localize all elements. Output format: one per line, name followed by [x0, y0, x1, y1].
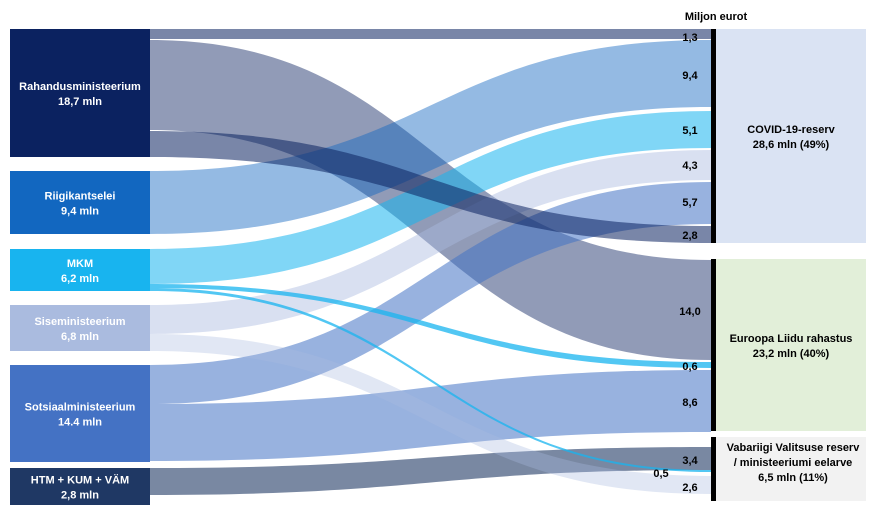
flow-mkm-to-vabariigi	[150, 288, 711, 472]
flow-value-label: 0,5	[653, 468, 668, 480]
source-name: Riigikantselei	[45, 191, 116, 203]
source-amount: 9,4 mln	[61, 206, 99, 218]
flow-mkm-to-eu	[150, 284, 711, 368]
flow-sotsiaal-to-eu	[150, 370, 711, 461]
flow-siseministeerium-to-covid	[150, 150, 711, 334]
flow-rahandus-to-covid	[150, 131, 711, 243]
target-name: Vabariigi Valitsuse reserv	[727, 442, 861, 454]
flow-value-label: 0,6	[682, 361, 697, 373]
source-node-riigikantselei	[10, 171, 150, 234]
source-node-siseministeerium	[10, 305, 150, 351]
flow-value-label: 2,8	[682, 230, 697, 242]
flow-value-label: 8,6	[682, 397, 697, 409]
flow-value-label: 2,6	[682, 482, 697, 494]
flow-sotsiaal-to-covid	[150, 182, 711, 404]
target-bar-vabariigi	[711, 437, 716, 501]
flow-siseministeerium-to-vabariigi	[150, 334, 711, 494]
source-node-rahandus	[10, 29, 150, 157]
target-node-vabariigi	[716, 437, 866, 501]
source-amount: 18,7 mln	[58, 96, 102, 108]
source-name: HTM + KUM + VÄM	[31, 474, 129, 487]
flow-value-label: 14,0	[679, 306, 700, 318]
source-name: Siseministeerium	[34, 316, 125, 328]
flow-htm-to-vabariigi	[150, 447, 711, 495]
source-name: Sotsiaalministeerium	[25, 402, 136, 414]
target-node-eu	[716, 259, 866, 431]
target-name: COVID-19-reserv	[747, 124, 835, 136]
flow-value-label: 5,7	[682, 197, 697, 209]
target-bar-covid	[711, 29, 716, 243]
flow-riigikantselei-to-covid	[150, 40, 711, 234]
source-name: Rahandusministeerium	[19, 81, 141, 93]
source-amount: 6,8 mln	[61, 331, 99, 343]
source-node-mkm	[10, 249, 150, 291]
target-name: / ministeeriumi eelarve	[734, 457, 853, 469]
flow-value-label: 4,3	[682, 160, 697, 172]
flow-value-label: 5,1	[682, 125, 697, 137]
target-bar-eu	[711, 259, 716, 431]
source-amount: 2,8 mln	[61, 490, 99, 502]
target-amount: 23,2 mln (40%)	[753, 348, 830, 360]
target-amount: 6,5 mln (11%)	[758, 472, 828, 484]
source-node-htm	[10, 468, 150, 505]
source-amount: 14.4 mln	[58, 417, 102, 429]
label-layer: 1,3 9,4 5,1 4,3 5,7 2,8 14,0 0,6 8,6 3,4 0,5 2,6 Rah…	[19, 32, 860, 502]
source-name: MKM	[67, 258, 93, 270]
source-amount: 6,2 mln	[61, 273, 99, 285]
source-node-sotsiaal	[10, 365, 150, 462]
flow-rahandus-to-covid	[150, 29, 711, 39]
target-amount: 28,6 mln (49%)	[753, 139, 830, 151]
target-name: Euroopa Liidu rahastus	[730, 333, 853, 345]
node-layer	[10, 29, 866, 505]
flow-value-label: 3,4	[682, 455, 698, 467]
flow-layer	[150, 29, 711, 495]
unit-label: Miljon eurot	[685, 11, 748, 23]
flow-value-label: 9,4	[682, 70, 698, 82]
target-node-covid	[716, 29, 866, 243]
flow-value-label: 1,3	[682, 32, 697, 44]
